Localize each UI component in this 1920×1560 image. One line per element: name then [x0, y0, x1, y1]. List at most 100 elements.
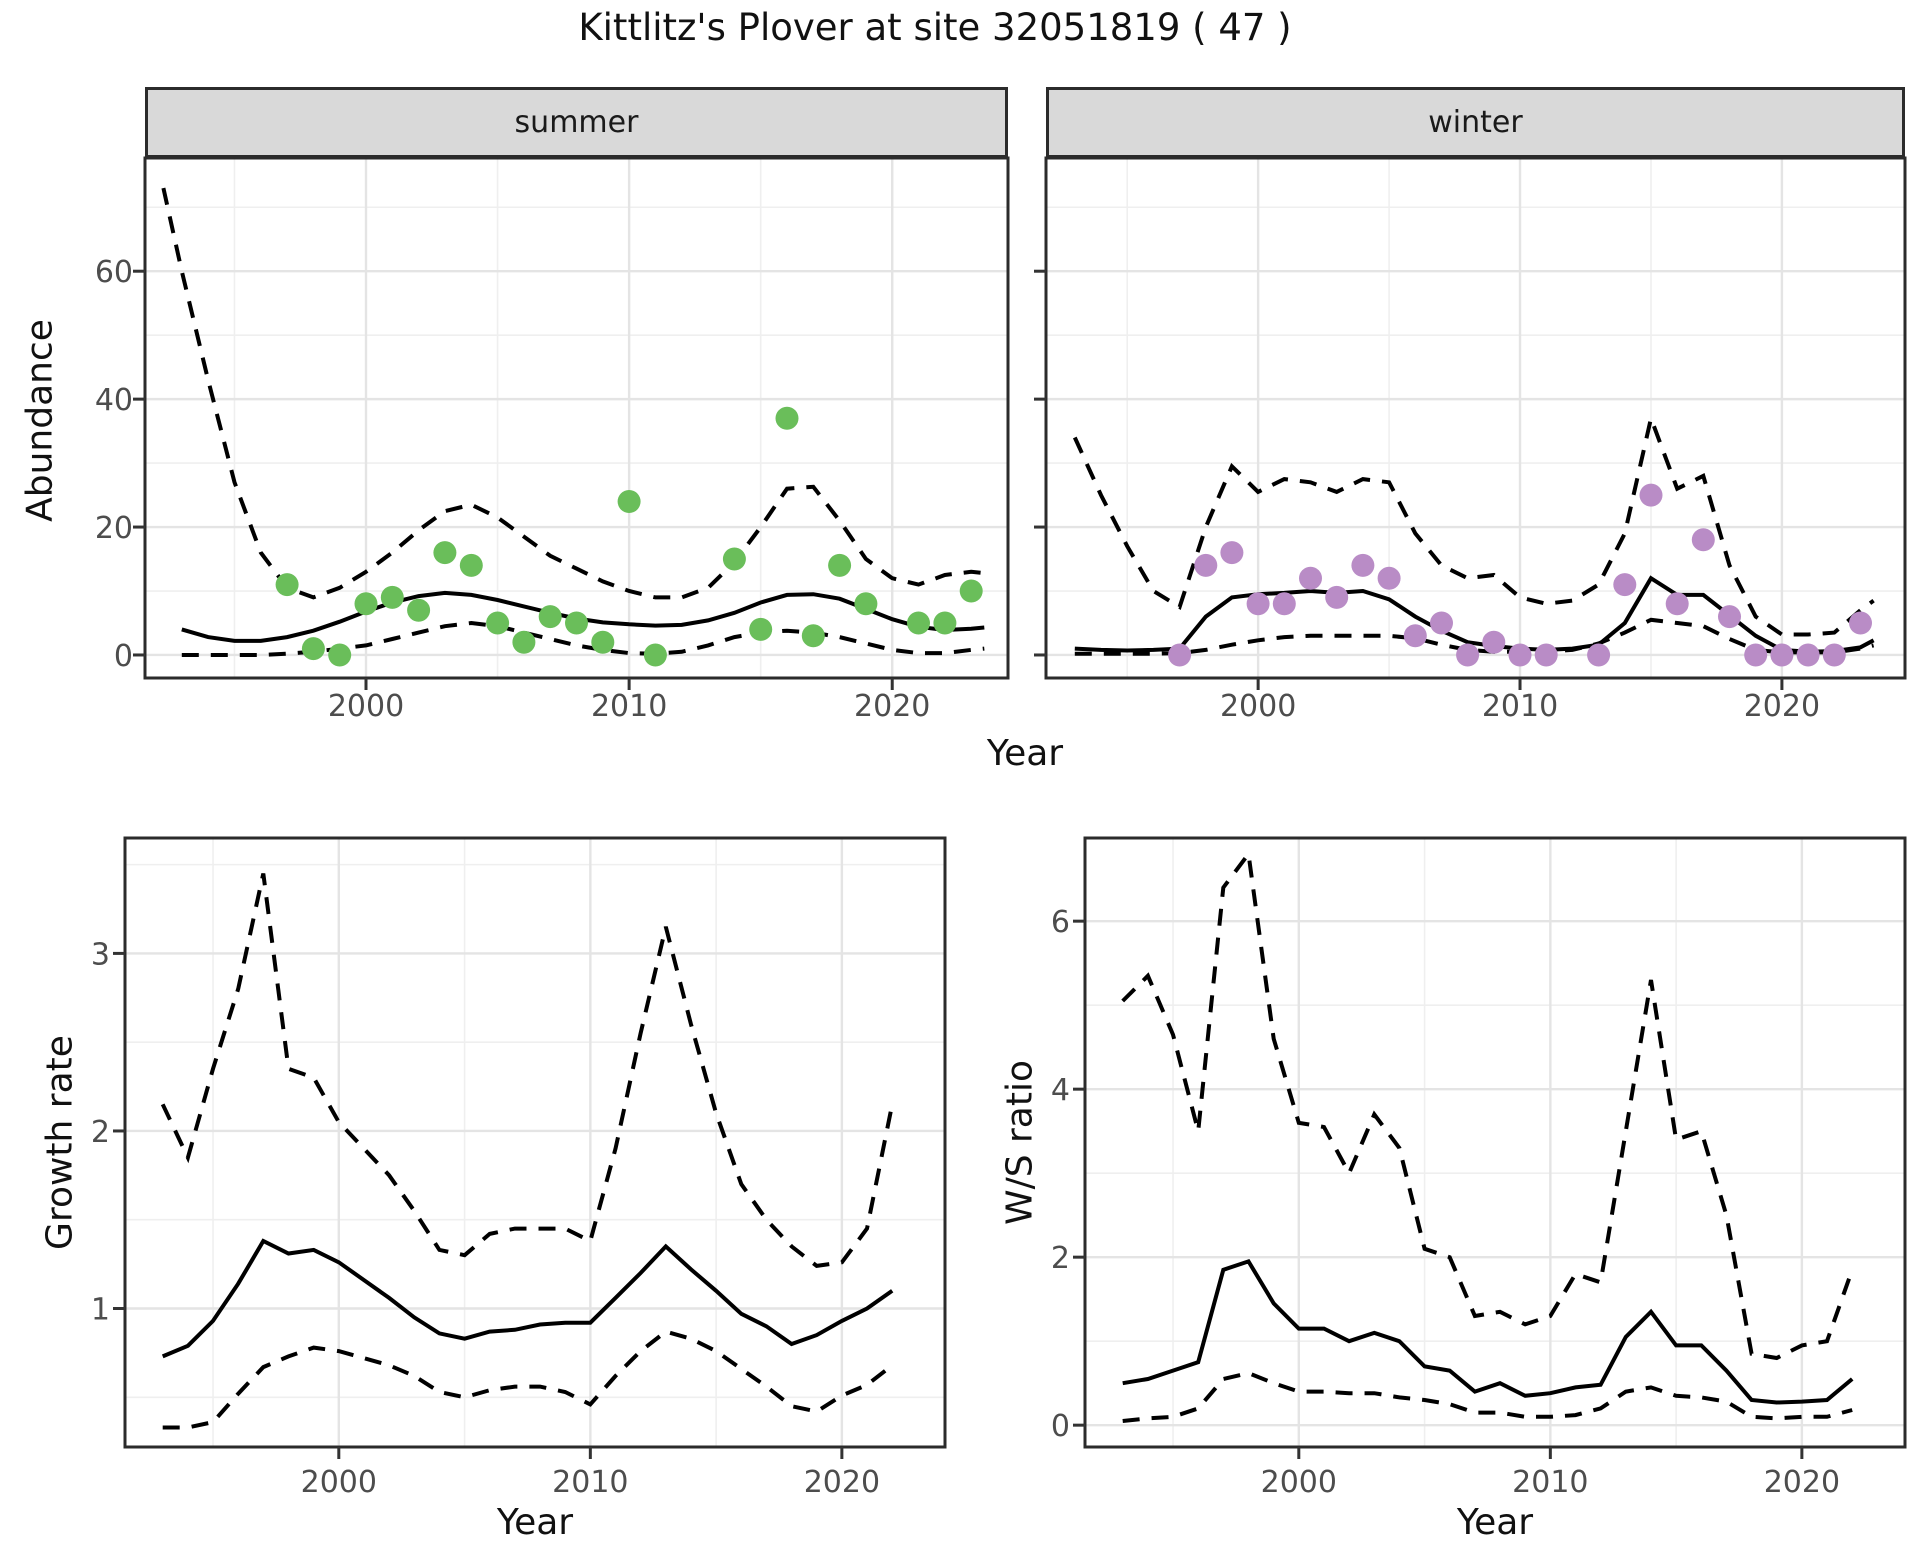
panel-abundance-summer-border	[143, 156, 1010, 680]
data-point	[1508, 643, 1532, 667]
y-tick-label: 2	[1051, 1241, 1070, 1276]
panel-ws-ratio-series-upper-ci	[1121, 848, 1855, 1361]
x-tick-label: 2000	[1220, 689, 1296, 724]
facet-strip-winter: winter	[1046, 87, 1905, 158]
panel-ws-ratio: 2000 2010 2020 0 2 4 6	[1051, 836, 1907, 1500]
data-point	[354, 592, 378, 616]
data-point	[1534, 643, 1558, 667]
data-point	[959, 579, 983, 603]
data-point	[1482, 630, 1506, 654]
panel-ws-ratio-axis-ticks: 2000 2010 2020 0 2 4 6	[1051, 905, 1840, 1500]
data-point	[775, 406, 799, 430]
data-point	[275, 573, 299, 597]
x-axis-title-year-top: Year	[986, 733, 1064, 774]
x-tick-label: 2020	[1764, 1465, 1840, 1500]
y-tick-label: 4	[1051, 1073, 1070, 1108]
x-axis-title-year-bottom-right: Year	[1456, 1502, 1534, 1543]
data-point	[433, 541, 457, 565]
data-point	[1639, 483, 1663, 507]
data-point	[1168, 643, 1192, 667]
panel-ws-ratio-border	[1083, 836, 1907, 1449]
y-tick-label: 40	[95, 383, 133, 418]
panel-growth-rate-axis-ticks: 2000 2010 2020 1 2 3	[91, 937, 880, 1500]
panel-growth-rate: 2000 2010 2020 1 2 3	[91, 836, 947, 1500]
x-tick-label: 2010	[1512, 1465, 1588, 1500]
panel-growth-rate-series-mean	[161, 1238, 894, 1359]
panel-abundance-summer-axis-ticks: 2000 2010 2020 0 20 40 60	[95, 255, 931, 724]
data-point	[1822, 643, 1846, 667]
y-tick-label: 0	[1051, 1409, 1070, 1444]
data-point	[1849, 611, 1872, 635]
panel-abundance-winter-points	[1168, 483, 1872, 667]
data-point	[1744, 643, 1768, 667]
data-point	[854, 592, 878, 616]
facet-strip-summer-label: summer	[514, 105, 639, 140]
data-point	[1299, 566, 1322, 590]
x-tick-label: 2000	[328, 689, 404, 724]
data-point	[722, 547, 746, 571]
panel-growth-rate-grid	[125, 838, 945, 1447]
data-point	[1272, 592, 1296, 616]
data-point	[591, 630, 615, 654]
panel-abundance-summer-series-lower-ci	[181, 620, 985, 657]
data-point	[1325, 585, 1349, 609]
data-point	[1587, 643, 1611, 667]
data-point	[1613, 573, 1637, 597]
panel-ws-ratio-grid	[1085, 838, 1905, 1447]
y-tick-label: 2	[91, 1115, 110, 1150]
data-point	[643, 643, 667, 667]
y-tick-label: 6	[1051, 905, 1070, 940]
data-point	[538, 605, 562, 629]
panel-abundance-winter-axis-ticks: 2000 2010 2020	[1034, 269, 1820, 724]
x-tick-label: 2010	[552, 1465, 628, 1500]
panel-ws-ratio-series-mean	[1122, 1258, 1854, 1405]
data-point	[380, 585, 404, 609]
x-tick-label: 2000	[301, 1465, 377, 1500]
panel-abundance-summer-series-upper-ci	[161, 187, 985, 600]
panel-growth-rate-series-lower-ci	[162, 1329, 894, 1430]
panel-abundance-summer-grid	[145, 158, 1008, 678]
panel-abundance-winter-series-upper-ci	[1072, 411, 1875, 637]
x-tick-label: 2020	[854, 689, 930, 724]
data-point	[1403, 624, 1427, 648]
data-point	[801, 624, 825, 648]
panel-abundance-winter: 2000 2010 2020	[1034, 156, 1907, 724]
x-tick-label: 2020	[804, 1465, 880, 1500]
data-point	[1194, 553, 1218, 577]
panel-abundance-winter-series-lower-ci	[1074, 617, 1875, 656]
data-point	[617, 490, 641, 513]
data-point	[749, 617, 773, 641]
data-point	[328, 643, 352, 667]
panel-ws-ratio-series-lower-ci	[1122, 1371, 1853, 1423]
data-point	[1246, 592, 1270, 616]
facet-strip-summer: summer	[145, 87, 1008, 158]
data-point	[1665, 592, 1689, 616]
data-point	[1691, 528, 1715, 552]
y-tick-label: 60	[95, 255, 133, 290]
data-point	[1220, 541, 1244, 565]
panel-growth-rate-border	[123, 836, 947, 1449]
data-point	[1796, 643, 1820, 667]
panel-abundance-winter-border	[1044, 156, 1907, 680]
page-title: Kittlitz's Plover at site 32051819 ( 47 …	[578, 6, 1292, 49]
data-point	[933, 611, 957, 635]
x-tick-label: 2010	[591, 689, 667, 724]
data-point	[1377, 566, 1401, 590]
panel-abundance-summer: 2000 2010 2020 0 20 40 60	[95, 156, 1010, 724]
y-tick-label: 20	[95, 511, 133, 546]
x-tick-label: 2020	[1744, 689, 1820, 724]
panel-abundance-winter-series-mean	[1074, 575, 1875, 654]
x-tick-label: 2000	[1261, 1465, 1337, 1500]
y-tick-label: 0	[114, 639, 133, 674]
data-point	[1770, 643, 1794, 667]
data-point	[301, 637, 325, 661]
data-point	[828, 553, 852, 577]
data-point	[1351, 553, 1375, 577]
data-point	[407, 598, 431, 622]
x-tick-label: 2010	[1482, 689, 1558, 724]
y-tick-label: 3	[91, 937, 110, 972]
data-point	[512, 630, 536, 654]
panel-abundance-summer-points	[275, 406, 983, 667]
